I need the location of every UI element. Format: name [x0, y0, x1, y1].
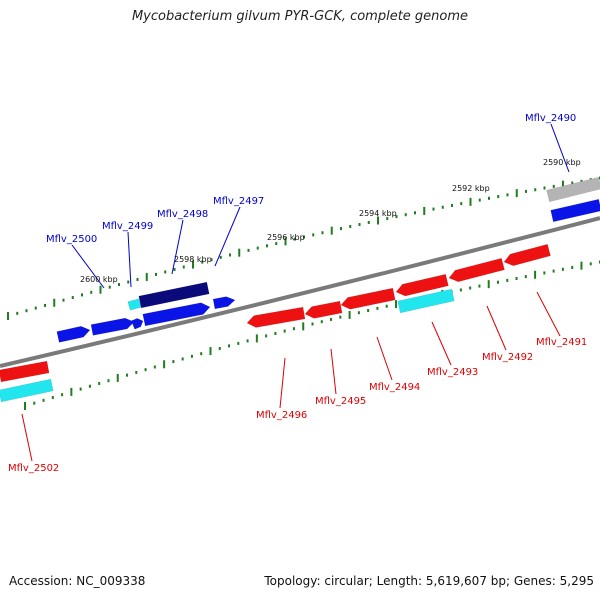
leader-mflv-2492: [486, 305, 507, 351]
gene-arrow-mflv-2500[interactable]: [56, 326, 91, 343]
label-leader-lines: [21, 123, 570, 462]
gene-arrow-mflv-2492[interactable]: [448, 257, 505, 283]
leader-mflv-2499: [127, 231, 132, 288]
gene-arrow-mflv-2499-b[interactable]: [130, 318, 144, 330]
gene-label-mflv-2497[interactable]: Mflv_2497: [213, 196, 264, 207]
gene-label-mflv-2496[interactable]: Mflv_2496: [256, 410, 307, 421]
leader-mflv-2497: [214, 206, 241, 267]
scale-ticks-upper: [7, 176, 600, 320]
scale-ticks-lower: [24, 260, 600, 410]
scale-label-2596: 2596 kbp: [267, 233, 305, 242]
reverse-gene-labels: Mflv_2491 Mflv_2492 Mflv_2493 Mflv_2494 …: [8, 337, 587, 474]
leader-mflv-2491: [536, 291, 561, 337]
gene-arrow-mflv-2490-top[interactable]: [546, 176, 600, 203]
gene-label-mflv-2500[interactable]: Mflv_2500: [46, 234, 97, 245]
gene-label-mflv-2499[interactable]: Mflv_2499: [102, 221, 153, 232]
gene-arrow-mflv-2499-c[interactable]: [127, 298, 142, 311]
genome-backbone: [0, 216, 600, 368]
scale-label-2590: 2590 kbp: [543, 158, 581, 167]
leader-mflv-2493: [431, 321, 452, 366]
gene-arrow-mflv-2493-b[interactable]: [397, 288, 455, 314]
gene-arrow-mflv-2495[interactable]: [304, 300, 343, 319]
gene-label-mflv-2495[interactable]: Mflv_2495: [315, 396, 366, 407]
gene-label-mflv-2498[interactable]: Mflv_2498: [157, 209, 208, 220]
gene-arrow-mflv-2493[interactable]: [395, 273, 449, 297]
gene-label-mflv-2491[interactable]: Mflv_2491: [536, 337, 587, 348]
gene-arrow-mflv-2494[interactable]: [340, 287, 396, 310]
scale-label-2594: 2594 kbp: [359, 209, 397, 218]
gene-label-mflv-2494[interactable]: Mflv_2494: [369, 382, 420, 393]
leader-mflv-2490: [550, 123, 570, 173]
scale-label-2592: 2592 kbp: [452, 184, 490, 193]
scale-label-2600: 2600 kbp: [80, 275, 118, 284]
leader-mflv-2495: [330, 348, 337, 395]
gene-arrow-mflv-2502[interactable]: [0, 360, 50, 383]
gene-arrow-mflv-2490[interactable]: [550, 198, 600, 223]
leader-mflv-2496: [279, 357, 286, 409]
gene-label-mflv-2493[interactable]: Mflv_2493: [427, 367, 478, 378]
map-title: Mycobacterium gilvum PYR-GCK, complete g…: [131, 9, 469, 24]
scale-label-2598: 2598 kbp: [174, 255, 212, 264]
leader-mflv-2494: [376, 336, 393, 381]
gene-features: [0, 176, 600, 403]
gene-arrow-mflv-2491[interactable]: [503, 243, 551, 266]
forward-gene-labels: Mflv_2490 Mflv_2497 Mflv_2498 Mflv_2499 …: [46, 113, 576, 245]
leader-mflv-2502: [21, 413, 33, 462]
gene-arrow-mflv-2499-a[interactable]: [90, 317, 135, 336]
gene-label-mflv-2490[interactable]: Mflv_2490: [525, 113, 576, 124]
accession-text: Accession: NC_009338: [9, 574, 146, 588]
leader-mflv-2498: [171, 219, 184, 275]
gene-arrow-mflv-2496[interactable]: [246, 306, 306, 328]
gene-label-mflv-2502[interactable]: Mflv_2502: [8, 463, 59, 474]
scale-labels: 2590 kbp 2592 kbp 2594 kbp 2596 kbp 2598…: [80, 158, 581, 284]
gene-arrow-mflv-2502-b[interactable]: [0, 378, 54, 403]
leader-mflv-2500: [71, 244, 105, 289]
gene-arrow-mflv-2497[interactable]: [142, 302, 211, 327]
genome-summary-text: Topology: circular; Length: 5,619,607 bp…: [264, 574, 594, 588]
gene-arrow-mflv-2496f[interactable]: [212, 296, 236, 310]
gene-arrow-mflv-2498[interactable]: [138, 281, 210, 309]
gene-label-mflv-2492[interactable]: Mflv_2492: [482, 352, 533, 363]
